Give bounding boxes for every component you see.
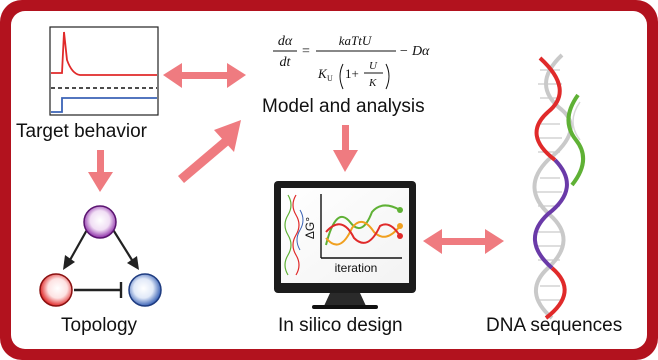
eq-one-plus: 1+	[345, 66, 359, 81]
eq-equals: =	[302, 44, 310, 59]
screen-dna-green	[284, 194, 292, 276]
dna-strand-red-top	[534, 56, 562, 162]
screen-y-label: ΔG°	[303, 217, 317, 239]
screen-dna-blue	[296, 209, 304, 251]
edge-purple-blue	[111, 227, 133, 261]
monitor: ΔG° iteration	[274, 181, 416, 309]
node-purple	[83, 205, 117, 239]
eq-rhs-numerator: kaTtU	[339, 33, 373, 48]
screen-curve-green	[325, 204, 401, 246]
dna-strand-green-highlight	[572, 101, 581, 141]
arrow-design-dna	[423, 229, 504, 254]
eq-lhs-numerator: dα	[278, 34, 293, 49]
edge-purple-red	[69, 227, 89, 261]
eq-lhs-denominator: dt	[280, 55, 292, 70]
plot-frame	[49, 26, 159, 116]
arrow-target-topology	[88, 150, 113, 192]
monitor-base	[312, 305, 378, 309]
arrowhead-blue	[127, 256, 139, 270]
arrowhead-red	[63, 255, 75, 270]
dna-helix	[532, 53, 585, 320]
monitor-stand	[324, 293, 366, 306]
topology-network	[39, 205, 162, 307]
screen-curve-orange	[325, 221, 401, 246]
eq-rhs-K: K	[317, 66, 328, 81]
screen-dna-red	[292, 194, 300, 276]
dna-strand-red-bottom	[544, 266, 567, 320]
screen-curve-red	[325, 223, 401, 244]
node-blue	[128, 273, 162, 307]
label-in-silico-design: In silico design	[278, 315, 403, 336]
target-behavior-plot	[49, 26, 159, 116]
node-red	[39, 273, 73, 307]
eq-tail: − Dα	[399, 44, 430, 59]
blue-input-step	[51, 97, 157, 113]
screen-x-label: iteration	[335, 261, 378, 275]
eq-inner-denominator: K	[368, 77, 377, 89]
dna-strand-green	[566, 93, 585, 187]
dna-strand-purple	[532, 158, 569, 270]
arrow-model-design	[333, 125, 358, 172]
label-model-analysis: Model and analysis	[262, 96, 425, 117]
model-equation: dα dt = kaTtU K U 1+ U K − Dα	[273, 33, 430, 90]
eq-rhs-K-sub: U	[327, 74, 333, 83]
arrow-target-model	[163, 63, 246, 88]
label-topology: Topology	[61, 315, 138, 336]
arrow-topology-model	[178, 120, 241, 183]
label-dna-sequences: DNA sequences	[486, 315, 623, 336]
eq-inner-numerator: U	[369, 60, 378, 72]
red-response-curve	[51, 31, 157, 76]
label-target-behavior: Target behavior	[16, 121, 147, 142]
arrows	[88, 63, 504, 254]
